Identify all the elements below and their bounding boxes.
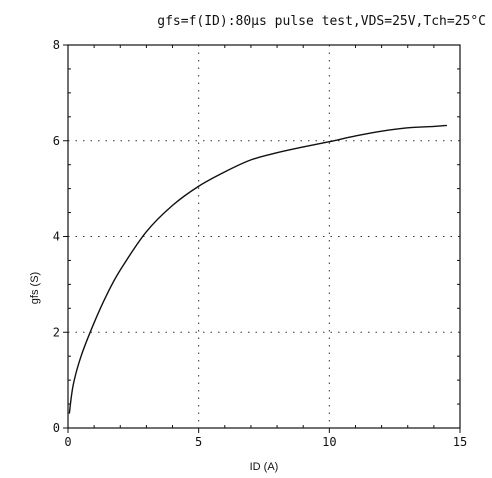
- y-tick-label-0: 0: [53, 421, 60, 435]
- y-tick-label-6: 6: [53, 134, 60, 148]
- y-axis-label: gfs (S): [29, 272, 41, 304]
- x-tick-label-15: 15: [453, 435, 467, 449]
- y-tick-label-4: 4: [53, 230, 60, 244]
- x-tick-label-10: 10: [322, 435, 336, 449]
- x-axis-label: ID (A): [250, 461, 279, 473]
- y-tick-labels: 0 2 4 6 8: [53, 38, 60, 435]
- x-tick-label-5: 5: [195, 435, 202, 449]
- grid-lines: [68, 45, 460, 428]
- chart-title: gfs=f(ID):80μs pulse test,VDS=25V,Tch=25…: [157, 14, 486, 29]
- tick-marks: [63, 44, 461, 433]
- y-tick-label-2: 2: [53, 325, 60, 339]
- x-tick-label-0: 0: [64, 435, 71, 449]
- x-tick-labels: 0 5 10 15: [64, 435, 467, 449]
- y-tick-label-8: 8: [53, 38, 60, 52]
- series-line-gfs: [68, 124, 447, 414]
